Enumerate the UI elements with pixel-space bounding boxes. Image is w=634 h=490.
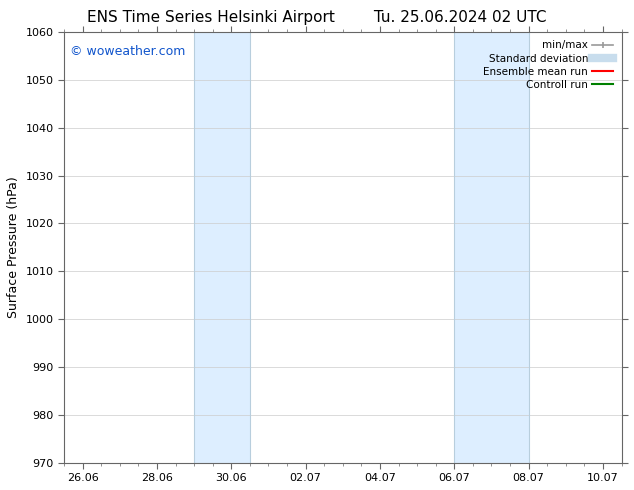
Bar [455,32,529,463]
Bar [194,32,250,463]
Text: © woweather.com: © woweather.com [70,45,185,58]
Y-axis label: Surface Pressure (hPa): Surface Pressure (hPa) [7,176,20,318]
Legend: min/max, Standard deviation, Ensemble mean run, Controll run: min/max, Standard deviation, Ensemble me… [481,37,616,93]
Text: ENS Time Series Helsinki Airport        Tu. 25.06.2024 02 UTC: ENS Time Series Helsinki Airport Tu. 25.… [87,10,547,25]
